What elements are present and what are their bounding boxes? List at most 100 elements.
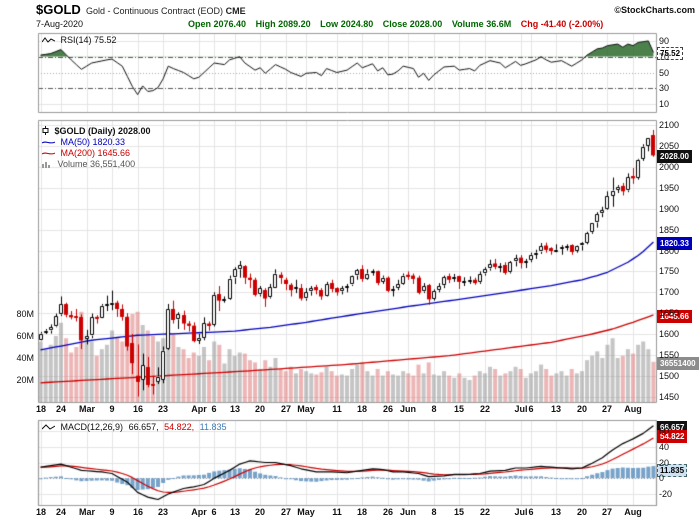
close-pair: Close 2028.00 <box>383 19 443 29</box>
x-axis-tick: 13 <box>229 404 240 414</box>
change-pair: Chg -41.40 (-2.00%) <box>521 19 604 29</box>
macd-hist-badge: 11.835 <box>657 464 688 477</box>
volume-axis-tick: 60M <box>16 331 34 341</box>
macd-axis-tick: 20 <box>659 458 670 468</box>
ma200-legend: MA(200) 1645.66 <box>41 148 131 158</box>
x-axis-tick: Aug <box>624 507 642 517</box>
x-axis-tick: 13 <box>550 404 561 414</box>
volume-bars-icon <box>42 162 50 168</box>
x-axis-tick: 23 <box>157 404 168 414</box>
volume-label: Volume <box>451 19 484 29</box>
x-axis-tick: 15 <box>453 404 464 414</box>
macd-label: MACD(12,26,9) <box>60 422 124 432</box>
rsi-line-icon <box>41 37 56 43</box>
price-axis-tick: 1750 <box>659 266 680 276</box>
x-axis-tick: 9 <box>109 404 115 414</box>
rsi-value-badge: 75.52 <box>657 47 684 60</box>
change-value: -41.40 (-2.00%) <box>540 19 604 29</box>
price-legend-label: $GOLD (Daily) 2028.00 <box>54 126 151 136</box>
volume-pair: Volume 36.6M <box>452 19 511 29</box>
x-axis-tick: 20 <box>254 404 265 414</box>
x-axis-tick: 13 <box>550 507 561 517</box>
macd-axis-tick: 0 <box>659 473 665 483</box>
stockcharts-copyright: ©StockCharts.com <box>614 5 695 15</box>
x-axis-tick: 18 <box>35 404 46 414</box>
macd-legend: MACD(12,26,9) 66.657, 54.822, 11.835 <box>41 422 227 432</box>
x-axis-tick: 11 <box>332 507 342 517</box>
close-label: Close <box>382 19 408 29</box>
volume-axis-tick: 80M <box>16 309 34 319</box>
x-axis-tick: 26 <box>382 507 393 517</box>
exchange-label: CME <box>225 6 246 16</box>
macd-hist-value: 11.835 <box>199 422 227 432</box>
x-axis-tick: 27 <box>280 404 291 414</box>
ma200-legend-label: MA(200) 1645.66 <box>60 148 131 158</box>
x-axis-tick: 6 <box>528 404 534 414</box>
x-axis-tick: 26 <box>382 404 393 414</box>
price-axis-tick: 1700 <box>659 287 680 297</box>
symbol-title: $GOLD <box>36 2 81 17</box>
x-axis-tick: Jun <box>399 404 416 414</box>
price-axis-tick: 1650 <box>659 308 680 318</box>
macd-axis-tick: -20 <box>659 489 673 499</box>
x-axis-tick: Jul <box>514 404 528 414</box>
x-axis-tick: Apr <box>191 404 207 414</box>
price-axis-tick: 1450 <box>659 392 680 402</box>
price-axis-tick: 1800 <box>659 246 680 256</box>
macd-value: 66.657, <box>128 422 159 432</box>
price-axis-tick: 1850 <box>659 225 680 235</box>
x-axis-tick: 9 <box>109 507 115 517</box>
volume-axis-tick: 20M <box>16 375 34 385</box>
ma50-legend-label: MA(50) 1820.33 <box>60 137 126 147</box>
ma200-value-badge: 1645.66 <box>657 310 692 323</box>
low-pair: Low 2024.80 <box>320 19 373 29</box>
open-label: Open <box>188 19 212 29</box>
macd-signal-badge: 54.822 <box>657 430 688 443</box>
x-axis-tick: Mar <box>78 404 95 414</box>
x-axis-tick: Jun <box>399 507 416 517</box>
x-axis-tick: 16 <box>132 507 143 517</box>
price-axis-tick: 1900 <box>659 204 680 214</box>
volume-value: 36.6M <box>486 19 512 29</box>
rsi-axis-tick: 50 <box>659 68 670 78</box>
last-price-badge: 2028.00 <box>657 150 692 163</box>
x-axis-tick: 18 <box>356 404 367 414</box>
close-value: 2028.00 <box>409 19 443 29</box>
price-axis-tick: 2050 <box>659 141 680 151</box>
x-axis-tick: 24 <box>55 507 66 517</box>
x-axis-tick: May <box>297 507 315 517</box>
x-axis-tick: 27 <box>280 507 291 517</box>
rsi-axis-tick: 10 <box>659 99 670 109</box>
x-axis-tick: 8 <box>431 404 437 414</box>
ma50-line-icon <box>41 141 56 144</box>
x-axis-tick: 13 <box>229 507 240 517</box>
ma50-legend: MA(50) 1820.33 <box>41 137 126 147</box>
volume-legend: Volume 36,551,400 <box>42 159 135 169</box>
rsi-axis-tick: 70 <box>659 52 670 62</box>
ma50-value-badge: 1820.33 <box>657 237 692 250</box>
open-value: 2076.40 <box>213 19 247 29</box>
x-axis-tick: Aug <box>624 404 642 414</box>
high-pair: High 2089.20 <box>256 19 311 29</box>
volume-axis-tick: 40M <box>16 353 34 363</box>
description-text: Gold - Continuous Contract (EOD) <box>86 6 224 16</box>
price-axis-tick: 1550 <box>659 350 680 360</box>
rsi-axis-tick: 90 <box>659 36 670 46</box>
rsi-legend: RSI(14) 75.52 <box>41 35 117 45</box>
x-axis-tick: May <box>297 404 315 414</box>
x-axis-tick: 6 <box>211 507 217 517</box>
x-axis-tick: 24 <box>55 404 66 414</box>
price-axis-tick: 1600 <box>659 329 680 339</box>
low-value: 2024.80 <box>340 19 374 29</box>
price-axis-tick: 1500 <box>659 371 680 381</box>
macd-signal-value: 54.822, <box>164 422 195 432</box>
open-pair: Open 2076.40 <box>188 19 246 29</box>
candlestick-icon <box>42 126 49 135</box>
x-axis-tick: 6 <box>211 404 217 414</box>
volume-legend-label: Volume 36,551,400 <box>57 159 136 169</box>
x-axis-tick: 11 <box>332 404 342 414</box>
x-axis-tick: 23 <box>157 507 168 517</box>
x-axis-tick: 20 <box>576 404 587 414</box>
ma200-line-icon <box>41 152 56 155</box>
